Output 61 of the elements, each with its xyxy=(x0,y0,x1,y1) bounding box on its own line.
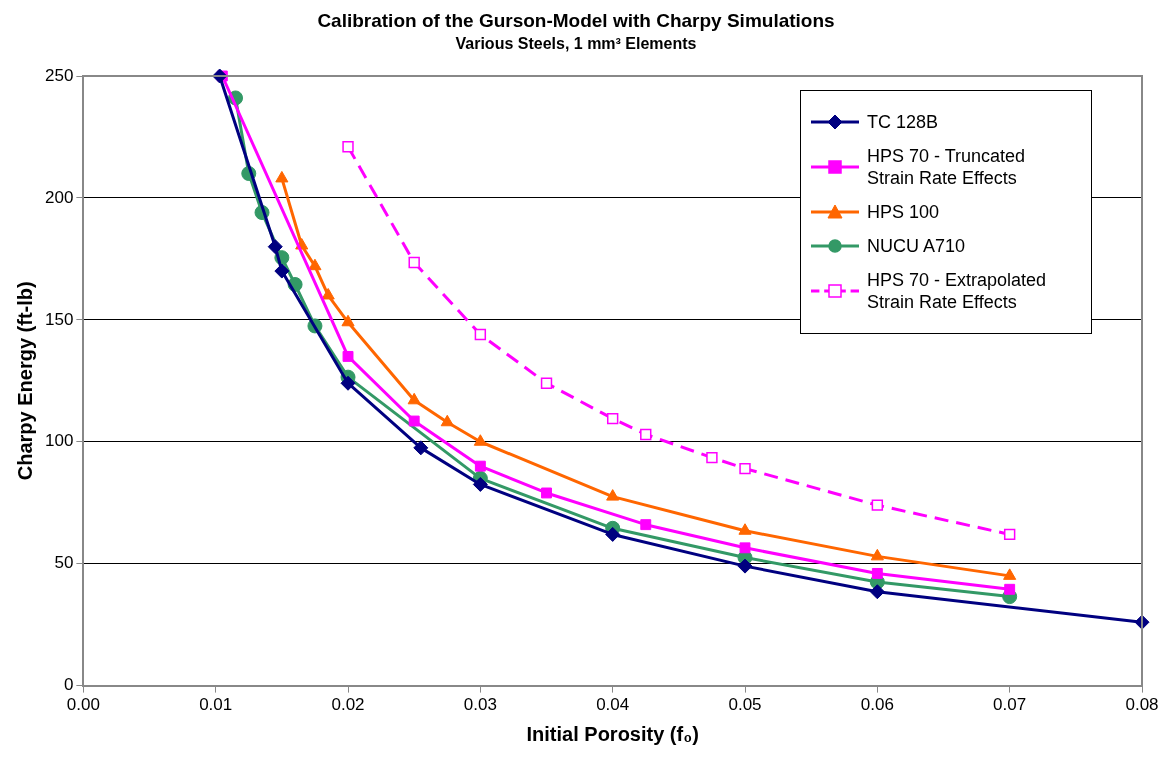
point xyxy=(472,476,488,492)
point xyxy=(340,375,356,391)
point xyxy=(869,584,885,600)
point xyxy=(1004,583,1016,595)
legend-label: HPS 100 xyxy=(867,201,941,223)
x-tick-label: 0.04 xyxy=(596,695,630,715)
x-tick-label: 0.05 xyxy=(728,695,762,715)
point xyxy=(605,526,621,542)
point xyxy=(606,489,620,501)
y-tick-label: 200 xyxy=(44,187,74,207)
point xyxy=(408,256,420,269)
legend-label: TC 128B xyxy=(867,111,940,133)
point xyxy=(739,462,751,475)
point xyxy=(321,287,335,300)
point xyxy=(474,460,486,472)
x-tick-label: 0.02 xyxy=(331,695,365,715)
x-tick-label: 0.03 xyxy=(463,695,497,715)
point xyxy=(308,258,322,271)
point xyxy=(275,170,289,183)
legend-label: HPS 70 - Truncated Strain Rate Effects xyxy=(867,145,1027,189)
y-tick-label: 0 xyxy=(63,675,74,695)
point xyxy=(474,328,487,341)
point xyxy=(640,428,652,441)
point xyxy=(407,392,421,405)
y-tick-label: 150 xyxy=(44,309,74,329)
point xyxy=(413,440,429,456)
legend-label: HPS 70 - Extrapolated Strain Rate Effects xyxy=(867,269,1048,313)
point xyxy=(737,558,753,574)
point xyxy=(540,377,553,389)
point xyxy=(541,487,552,499)
point xyxy=(473,434,487,446)
point xyxy=(267,239,283,255)
point xyxy=(738,523,752,535)
x-axis-title: Initial Porosity (f₀) xyxy=(526,722,699,745)
point xyxy=(606,412,619,425)
y-tick-label: 250 xyxy=(44,65,74,85)
point xyxy=(1003,528,1016,541)
point xyxy=(342,350,354,362)
point xyxy=(640,519,652,531)
x-tick-label: 0.01 xyxy=(199,695,233,715)
y-tick-label: 50 xyxy=(54,553,74,573)
y-axis-title: Charpy Energy (ft-lb) xyxy=(13,281,36,481)
y-tick-label: 100 xyxy=(44,431,74,451)
point xyxy=(408,415,420,427)
point xyxy=(342,141,354,153)
point xyxy=(870,548,884,561)
chart-subtitle: Various Steels, 1 mm³ Elements xyxy=(455,34,697,52)
point xyxy=(871,567,883,579)
x-tick-label: 0.07 xyxy=(993,695,1027,715)
legend-label: NUCU A710 xyxy=(867,235,967,257)
x-tick-label: 0.08 xyxy=(1125,695,1159,715)
x-tick-label: 0.00 xyxy=(66,695,100,715)
point xyxy=(341,314,355,327)
point xyxy=(706,451,718,464)
chart-title: Calibration of the Gurson-Model with Charpy Simulations xyxy=(317,9,835,31)
x-tick-label: 0.06 xyxy=(860,695,894,715)
point xyxy=(1003,568,1017,580)
point xyxy=(871,499,884,511)
point xyxy=(274,263,290,279)
point xyxy=(440,414,454,427)
point xyxy=(739,542,751,554)
